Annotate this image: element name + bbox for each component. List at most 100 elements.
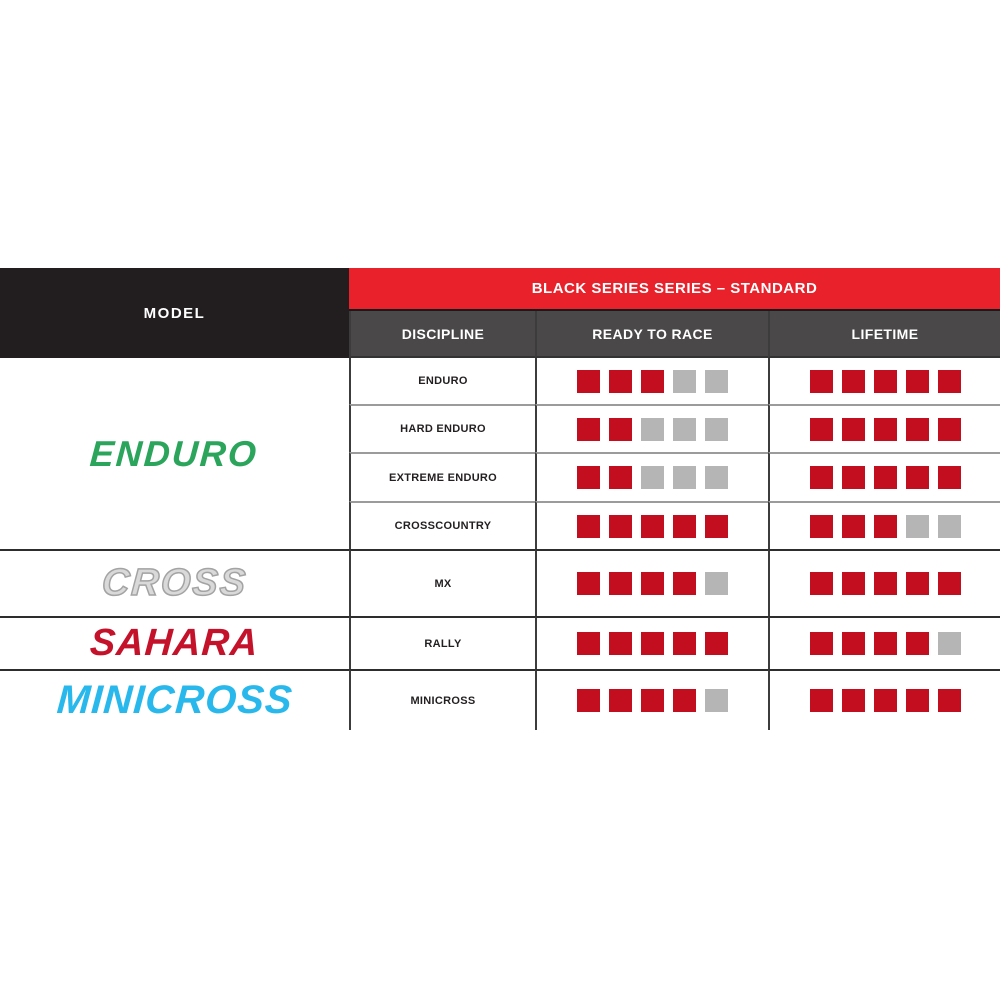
- rating-square-filled: [905, 369, 929, 393]
- rating-square-empty: [937, 514, 961, 538]
- rating-square-filled: [841, 514, 865, 538]
- rating-square-empty: [673, 417, 696, 441]
- discipline-label: CROSSCOUNTRY: [394, 520, 492, 532]
- ready-to-race-rating-cell: [535, 549, 768, 616]
- rating-square-filled: [609, 514, 632, 538]
- discipline-cell: CROSSCOUNTRY: [349, 501, 535, 549]
- rating-square-filled: [841, 689, 865, 712]
- enduro-wordmark: ENDURO: [89, 432, 260, 474]
- rating-square-filled: [673, 572, 696, 595]
- discipline-label: ENDURO: [418, 375, 468, 387]
- rating-square-filled: [609, 466, 632, 489]
- rating-square-filled: [937, 572, 961, 595]
- rating-square-filled: [841, 632, 865, 655]
- rating-square-empty: [705, 572, 728, 595]
- rating-bar: [577, 689, 728, 712]
- ready-to-race-rating-cell: [535, 616, 768, 669]
- rating-square-filled: [809, 572, 833, 595]
- model-cell-sahara: SAHARA: [0, 616, 349, 669]
- lifetime-rating-cell: [768, 669, 1000, 730]
- rating-square-filled: [873, 466, 897, 489]
- rating-square-empty: [937, 632, 961, 655]
- column-header-discipline: DISCIPLINE: [349, 311, 535, 358]
- rating-square-filled: [937, 689, 961, 712]
- rating-square-empty: [673, 369, 696, 393]
- lifetime-rating-cell: [768, 358, 1000, 404]
- discipline-cell: MINICROSS: [349, 669, 535, 730]
- rating-square-filled: [673, 689, 696, 712]
- rating-square-empty: [641, 466, 664, 489]
- rating-square-filled: [841, 369, 865, 393]
- rating-square-filled: [609, 689, 632, 712]
- lifetime-rating-cell: [768, 549, 1000, 616]
- rating-square-filled: [609, 572, 632, 595]
- rating-square-filled: [705, 514, 728, 538]
- rating-bar: [809, 466, 961, 489]
- rating-square-filled: [609, 632, 632, 655]
- ready-to-race-rating-cell: [535, 404, 768, 452]
- rating-square-filled: [809, 417, 833, 441]
- sahara-wordmark: SAHARA: [88, 622, 261, 664]
- rating-square-empty: [705, 689, 728, 712]
- rating-square-empty: [705, 369, 728, 393]
- rating-square-filled: [873, 632, 897, 655]
- rating-square-filled: [905, 572, 929, 595]
- rating-square-filled: [937, 466, 961, 489]
- rating-bar: [809, 632, 961, 655]
- rating-square-filled: [841, 466, 865, 489]
- rating-square-filled: [577, 369, 600, 393]
- rating-square-filled: [577, 514, 600, 538]
- lifetime-rating-cell: [768, 501, 1000, 549]
- rating-square-filled: [873, 514, 897, 538]
- rating-square-empty: [905, 514, 929, 538]
- rating-square-filled: [841, 417, 865, 441]
- column-header-lifetime: LIFETIME: [768, 311, 1000, 358]
- rating-square-filled: [809, 369, 833, 393]
- discipline-label: EXTREME ENDURO: [388, 471, 498, 484]
- rating-bar: [577, 572, 728, 595]
- ready-to-race-rating-cell: [535, 358, 768, 404]
- model-cell-minicross: MINICROSS: [0, 669, 349, 730]
- rating-square-filled: [577, 632, 600, 655]
- discipline-cell: MX: [349, 549, 535, 616]
- tyre-comparison-table: MODEL BLACK SERIES SERIES – STANDARD DIS…: [0, 268, 1000, 730]
- rating-square-filled: [609, 369, 632, 393]
- rating-square-filled: [905, 417, 929, 441]
- rating-square-filled: [873, 689, 897, 712]
- rating-square-filled: [809, 466, 833, 489]
- series-title-banner: BLACK SERIES SERIES – STANDARD: [349, 268, 1000, 311]
- rating-square-filled: [641, 689, 664, 712]
- rating-square-filled: [641, 514, 664, 538]
- discipline-cell: HARD ENDURO: [349, 404, 535, 452]
- rating-bar: [577, 514, 728, 538]
- rating-bar: [577, 369, 728, 393]
- discipline-label: MX: [434, 577, 452, 590]
- model-cell-cross: CROSS: [0, 549, 349, 616]
- minicross-wordmark: MINICROSS: [55, 678, 294, 722]
- lifetime-rating-cell: [768, 404, 1000, 452]
- rating-square-filled: [577, 689, 600, 712]
- rating-square-filled: [809, 514, 833, 538]
- ready-to-race-rating-cell: [535, 452, 768, 501]
- rating-bar: [577, 466, 728, 489]
- rating-square-filled: [673, 632, 696, 655]
- rating-square-filled: [641, 572, 664, 595]
- rating-square-filled: [905, 466, 929, 489]
- rating-square-filled: [873, 369, 897, 393]
- column-header-ready-to-race: READY TO RACE: [535, 311, 768, 358]
- rating-square-empty: [705, 466, 728, 489]
- rating-bar: [577, 632, 728, 655]
- rating-square-filled: [873, 417, 897, 441]
- rating-square-filled: [641, 369, 664, 393]
- rating-square-filled: [937, 369, 961, 393]
- discipline-cell: EXTREME ENDURO: [349, 452, 535, 501]
- rating-square-filled: [809, 632, 833, 655]
- rating-bar: [809, 689, 961, 712]
- model-column-header: MODEL: [0, 268, 349, 358]
- rating-bar: [809, 417, 961, 441]
- rating-square-filled: [641, 632, 664, 655]
- rating-bar: [809, 572, 961, 595]
- ready-to-race-rating-cell: [535, 501, 768, 549]
- rating-square-filled: [609, 417, 632, 441]
- rating-square-filled: [809, 689, 833, 712]
